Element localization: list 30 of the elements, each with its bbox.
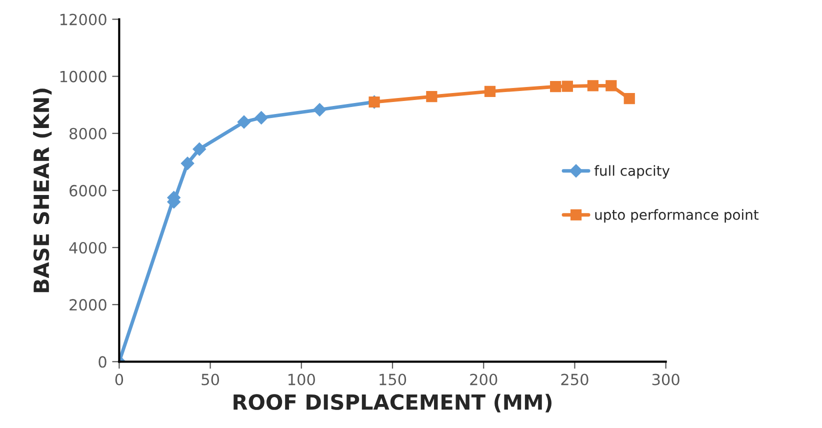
y-axis-title: BASE SHEAR (KN)	[33, 88, 52, 292]
y-tick-label: 10000	[60, 70, 106, 82]
y-tick-label: 6000	[70, 184, 106, 196]
point	[624, 93, 635, 104]
x-tick-label: 100	[288, 374, 315, 386]
point	[254, 110, 268, 125]
x-tick-label: 200	[470, 374, 498, 386]
y-tick-label: 4000	[69, 242, 106, 254]
point	[192, 142, 206, 156]
x-tick-label: 0	[115, 374, 124, 386]
x-tick-label: 150	[380, 374, 406, 386]
point	[484, 86, 496, 98]
point	[426, 91, 438, 102]
point	[312, 102, 326, 117]
y-tick-label: 12000	[60, 14, 106, 26]
x-axis-title: ROOF DISPLACEMENT (MM)	[234, 394, 552, 412]
x-tick-label: 300	[652, 374, 680, 386]
y-tick-label: 0	[98, 356, 106, 368]
y-tick-label: 2000	[70, 299, 106, 311]
point	[606, 80, 617, 92]
point	[180, 156, 194, 170]
x-tick-label: 250	[561, 374, 588, 386]
point	[587, 80, 598, 92]
point	[550, 81, 562, 92]
legend-label: upto performance point	[595, 209, 759, 223]
legend-label: full capcity	[594, 165, 670, 179]
point	[562, 80, 573, 92]
x-tick-label: 50	[202, 374, 219, 386]
point	[237, 115, 251, 129]
y-tick-label: 8000	[70, 128, 106, 140]
